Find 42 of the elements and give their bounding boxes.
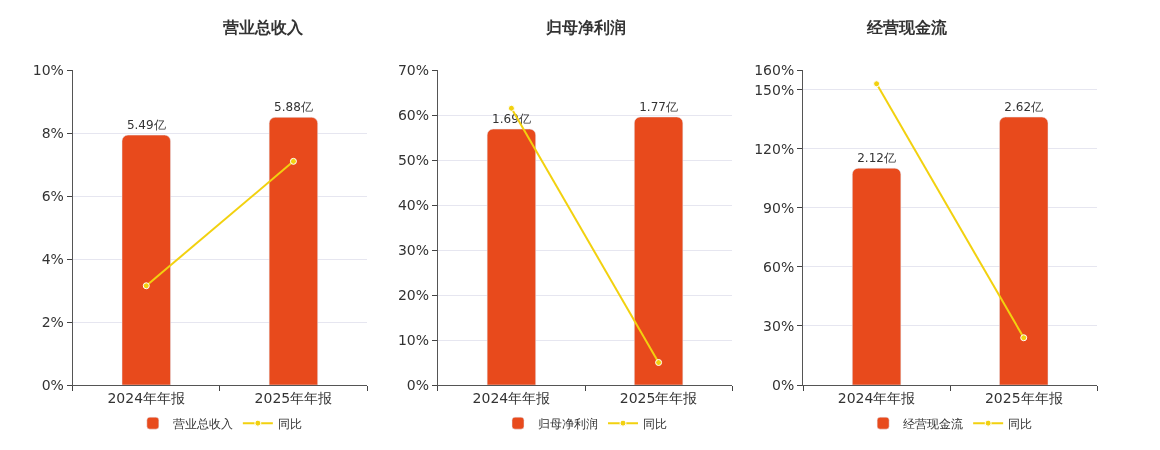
data-label: 5.49亿 bbox=[126, 118, 166, 133]
data-label: 1.77亿 bbox=[639, 99, 678, 114]
data-label: 5.88亿 bbox=[274, 100, 313, 115]
legend-label: 经营现金流 bbox=[903, 416, 964, 431]
x-tick-label: 2024年年报 bbox=[107, 389, 186, 406]
y-tick-label: 60% bbox=[397, 106, 430, 123]
x-tick-label: 2025年年报 bbox=[254, 389, 333, 406]
x-tick-label: 2025年年报 bbox=[984, 389, 1063, 406]
y-tick-label: 150% bbox=[754, 81, 795, 98]
y-tick-label: 60% bbox=[763, 258, 795, 275]
legend-label: 同比 bbox=[1008, 416, 1033, 431]
y-tick-label: 50% bbox=[397, 151, 430, 168]
y-tick-label: 0% bbox=[41, 376, 64, 393]
data-label: 2.12亿 bbox=[857, 151, 896, 166]
y-tick-label: 2% bbox=[41, 313, 64, 330]
y-tick-label: 160% bbox=[754, 61, 795, 78]
y-tick-label: 20% bbox=[397, 286, 430, 303]
y-tick-label: 4% bbox=[41, 250, 64, 267]
y-tick-label: 30% bbox=[763, 317, 795, 334]
y-tick-label: 8% bbox=[41, 124, 64, 141]
x-tick-label: 2025年年报 bbox=[619, 389, 698, 406]
y-tick-label: 10% bbox=[397, 331, 430, 348]
y-tick-label: 90% bbox=[763, 199, 795, 216]
y-tick-label: 120% bbox=[754, 140, 795, 157]
x-tick-label: 2024年年报 bbox=[837, 389, 916, 406]
x-tick-label: 2024年年报 bbox=[472, 389, 551, 406]
chart-title: 归母净利润 bbox=[545, 18, 626, 37]
y-tick-label: 30% bbox=[397, 241, 430, 258]
y-tick-label: 40% bbox=[397, 196, 430, 213]
y-tick-label: 70% bbox=[397, 61, 430, 78]
legend-label: 营业总收入 bbox=[172, 416, 233, 431]
legend-label: 同比 bbox=[277, 416, 302, 431]
legend-label: 归母净利润 bbox=[538, 416, 598, 431]
y-tick-label: 0% bbox=[771, 376, 795, 393]
data-label: 2.62亿 bbox=[1004, 100, 1044, 115]
chart-title: 营业总收入 bbox=[222, 18, 304, 37]
legend-label: 同比 bbox=[643, 416, 667, 431]
y-tick-label: 6% bbox=[41, 187, 64, 204]
y-tick-label: 0% bbox=[406, 376, 430, 393]
data-label: 1.69亿 bbox=[492, 112, 531, 127]
y-tick-label: 10% bbox=[32, 61, 64, 78]
chart-title: 经营现金流 bbox=[866, 18, 948, 37]
